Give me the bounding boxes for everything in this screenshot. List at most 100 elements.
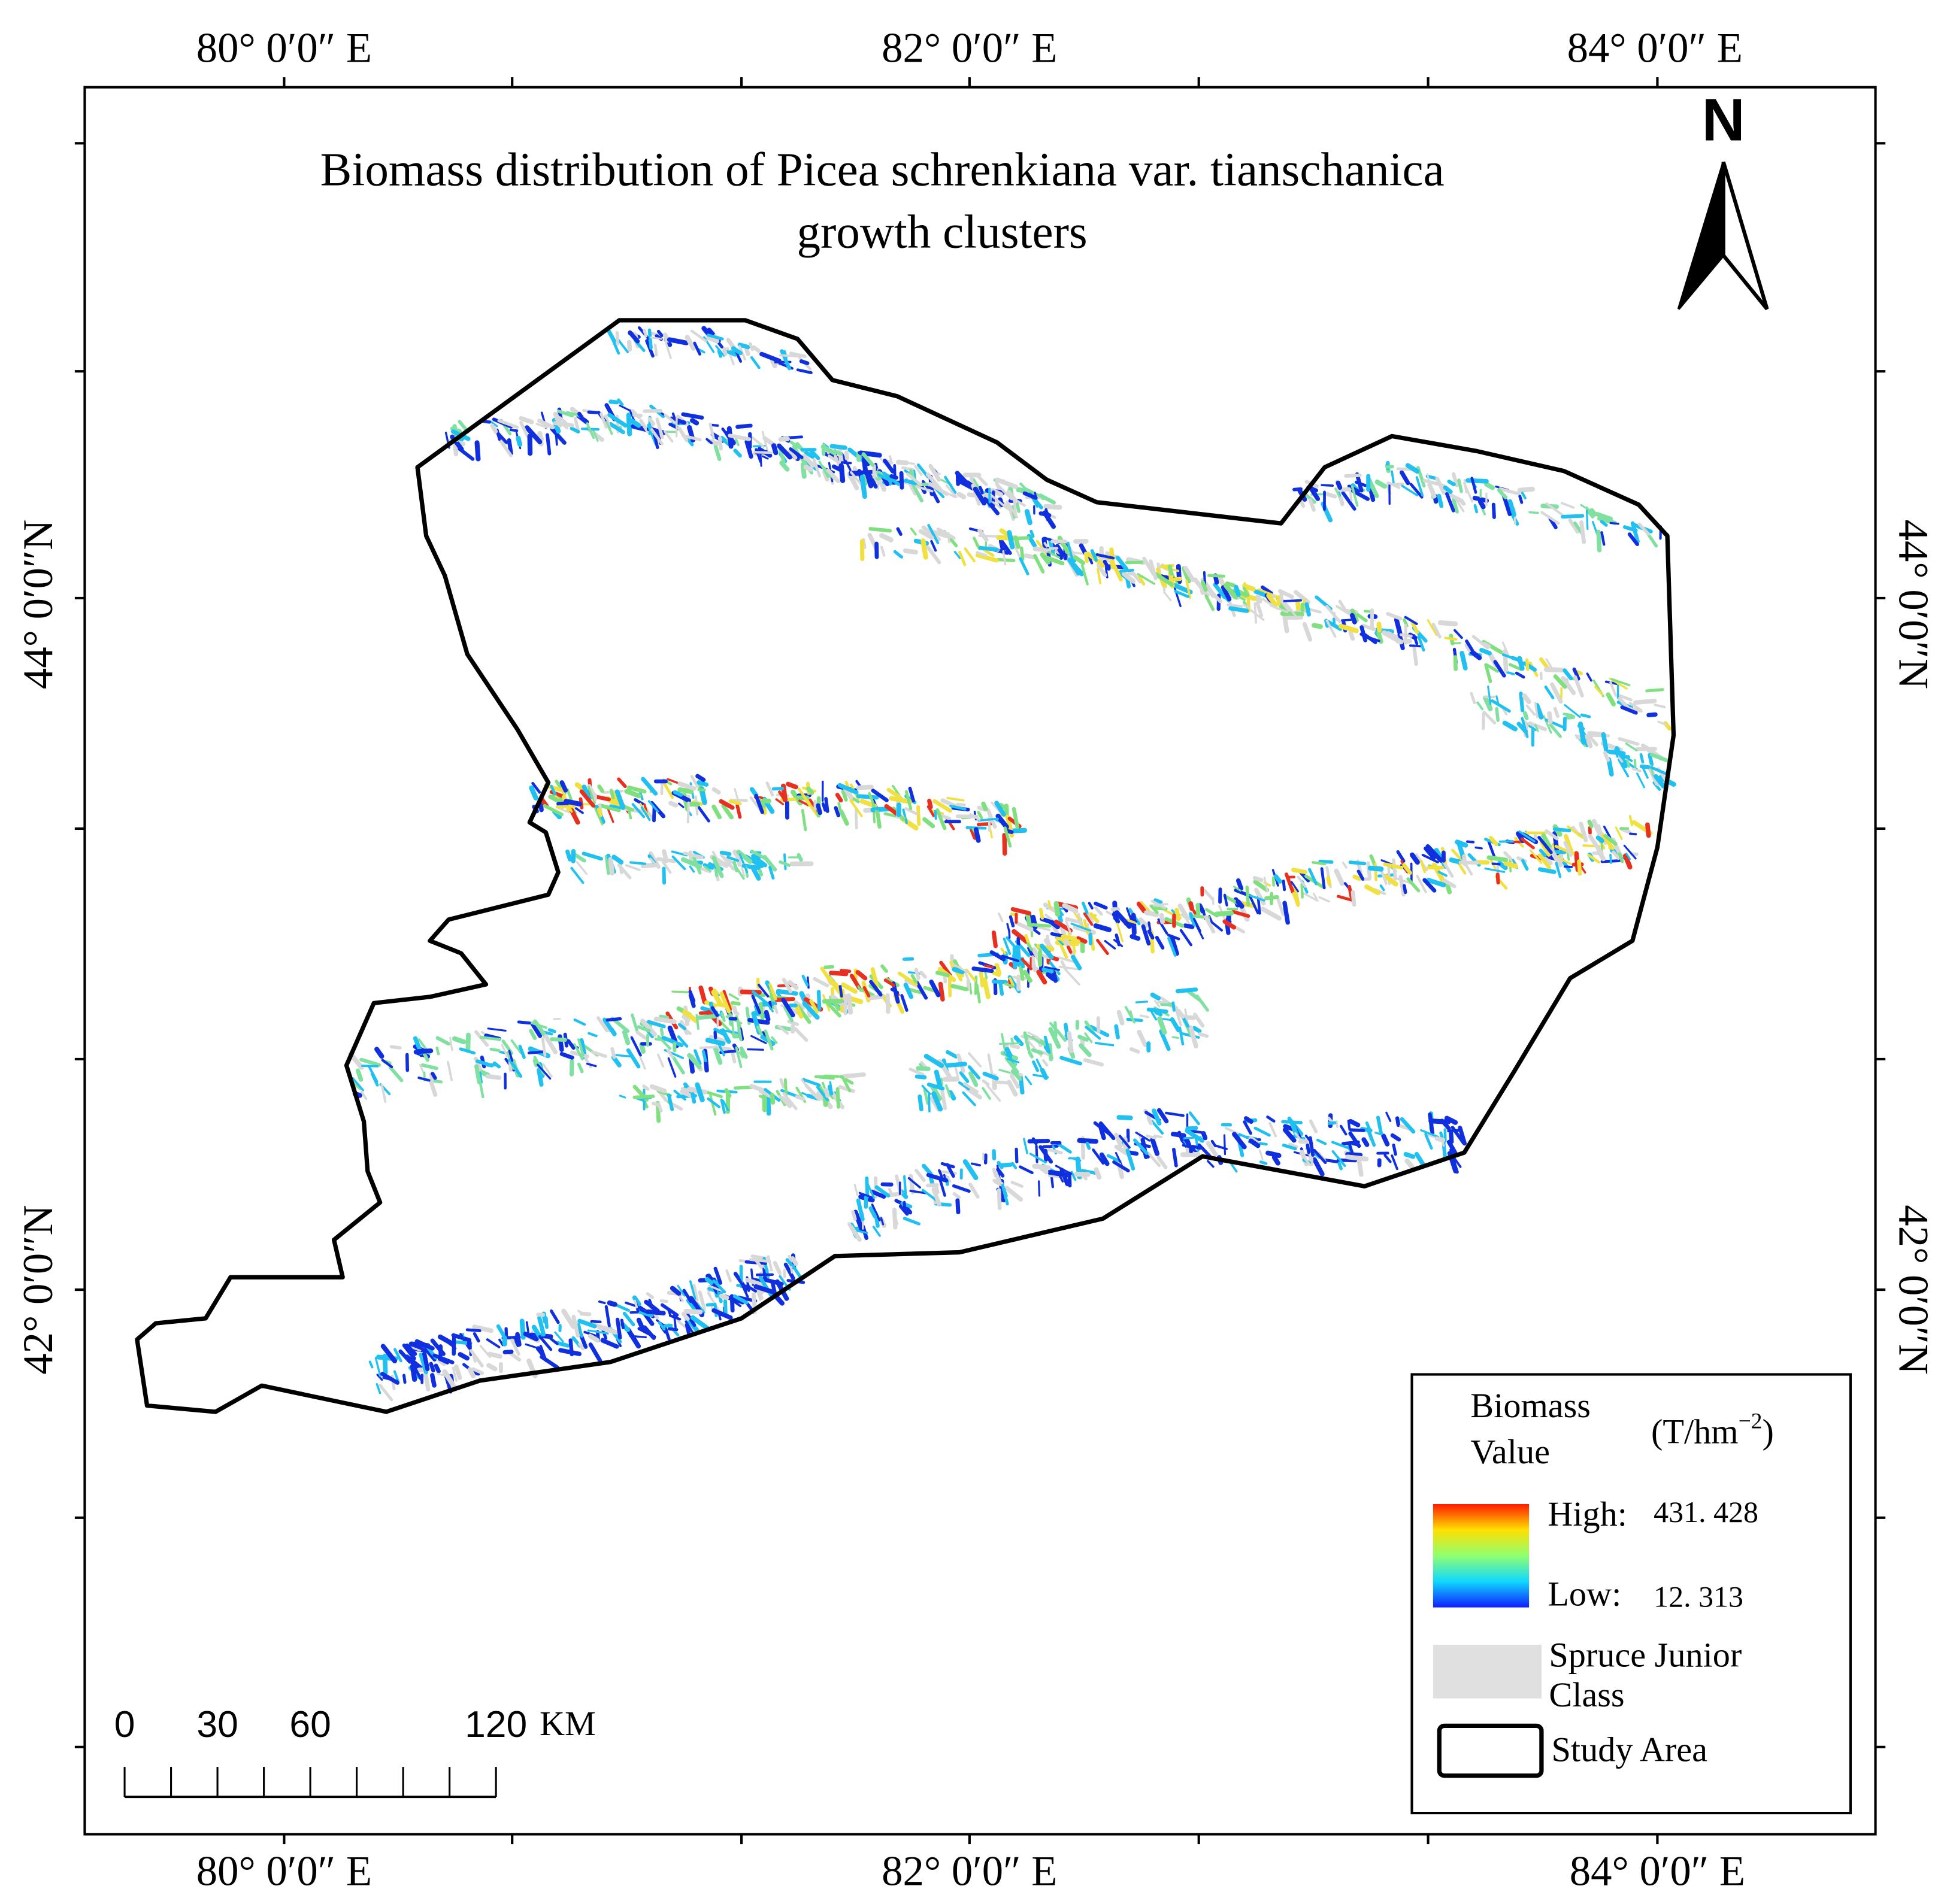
biomass-patch: [813, 977, 829, 987]
biomass-patch: [523, 1332, 539, 1342]
biomass-patch: [893, 550, 903, 559]
biomass-patch: [1046, 972, 1056, 981]
biomass-patch: [711, 804, 722, 820]
biomass-patch: [726, 856, 740, 862]
biomass-patch: [787, 1020, 799, 1026]
biomass-patch: [898, 1204, 909, 1216]
biomass-patch: [998, 981, 1004, 996]
biomass-patch: [380, 1372, 400, 1385]
biomass-patch: [751, 854, 768, 868]
biomass-patch: [1236, 899, 1244, 909]
biomass-patch: [1008, 929, 1011, 939]
biomass-patch: [926, 1172, 949, 1183]
biomass-patch: [1306, 1143, 1311, 1154]
biomass-patch: [871, 789, 889, 802]
biomass-patch: [1031, 955, 1037, 972]
biomass-patch: [640, 1018, 658, 1037]
biomass-patch: [1386, 612, 1403, 621]
biomass-patch: [1606, 692, 1616, 707]
biomass-patch: [732, 1300, 742, 1308]
biomass-patch: [820, 444, 837, 456]
biomass-patch: [779, 860, 791, 867]
biomass-patch: [1038, 908, 1044, 920]
biomass-patch: [587, 410, 598, 414]
biomass-patch: [736, 850, 753, 864]
biomass-patch: [1018, 1165, 1034, 1175]
biomass-patch: [622, 1311, 635, 1327]
biomass-patch: [997, 1188, 1002, 1211]
biomass-patch: [1035, 1059, 1044, 1074]
biomass-patch: [1155, 935, 1165, 950]
biomass-patch: [586, 422, 595, 439]
biomass-patch: [910, 974, 918, 984]
biomass-patch: [1007, 530, 1015, 550]
biomass-patch: [402, 1343, 416, 1360]
biomass-patch: [748, 342, 755, 351]
biomass-patch: [673, 1090, 686, 1101]
biomass-patch: [796, 368, 813, 374]
biomass-patch: [1402, 884, 1407, 895]
biomass-patch: [474, 440, 481, 462]
biomass-patch: [783, 853, 787, 871]
biomass-patch: [1070, 922, 1092, 932]
biomass-patch: [573, 1043, 584, 1060]
biomass-patch: [940, 1089, 947, 1111]
biomass-patch: [1116, 1115, 1133, 1121]
biomass-patch: [1214, 1144, 1228, 1150]
biomass-patch: [1354, 480, 1367, 487]
biomass-patch: [617, 777, 627, 789]
biomass-patch: [1022, 969, 1032, 983]
biomass-patch: [641, 777, 658, 796]
biomass-patch: [904, 790, 913, 811]
biomass-patch: [735, 804, 742, 819]
biomass-patch: [761, 430, 769, 452]
biomass-patch: [376, 1382, 381, 1394]
biomass-patch: [780, 349, 792, 371]
biomass-patch: [998, 912, 1004, 923]
biomass-patch: [1636, 772, 1645, 789]
legend-low-label: Low:: [1548, 1574, 1621, 1613]
biomass-patch: [504, 1327, 508, 1339]
biomass-patch: [677, 1035, 689, 1048]
biomass-patch: [1191, 1145, 1202, 1150]
biomass-patch: [902, 957, 915, 961]
biomass-patch: [1534, 702, 1539, 718]
biomass-patch: [1477, 499, 1486, 510]
biomass-patch: [525, 1321, 530, 1336]
biomass-patch: [1026, 942, 1034, 951]
biomass-patch: [1218, 575, 1225, 586]
biomass-patch: [730, 1050, 737, 1064]
biomass-patch: [1473, 504, 1479, 514]
biomass-patch: [1342, 862, 1348, 869]
biomass-patch: [672, 1056, 685, 1075]
biomass-patch: [1308, 1136, 1315, 1157]
biomass-patch: [1517, 487, 1535, 493]
biomass-patch: [786, 781, 798, 790]
biomass-patch: [778, 1095, 791, 1105]
biomass-patch: [713, 1045, 723, 1065]
biomass-patch: [1323, 1158, 1339, 1163]
biomass-patch: [710, 1006, 719, 1017]
biomass-patch: [839, 809, 849, 826]
biomass-patch: [1043, 1035, 1051, 1054]
biomass-patch: [1422, 878, 1437, 893]
biomass-patch: [535, 423, 548, 429]
biomass-patch: [705, 438, 713, 444]
biomass-patch: [1040, 953, 1051, 960]
biomass-patch: [853, 1184, 859, 1196]
biomass-patch: [1013, 1035, 1024, 1047]
biomass-patch: [1010, 1181, 1024, 1188]
legend-junior: Class: [1549, 1675, 1624, 1714]
biomass-patch: [1041, 1144, 1059, 1148]
biomass-patch: [738, 853, 749, 874]
biomass-patch: [595, 795, 611, 802]
biomass-patch: [1150, 905, 1159, 914]
biomass-patch: [1009, 915, 1015, 927]
biomass-patch: [1455, 839, 1468, 848]
biomass-patch: [1356, 869, 1365, 881]
biomass-patch: [732, 1005, 738, 1015]
biomass-patch: [1162, 1018, 1172, 1021]
biomass-patch: [823, 1087, 830, 1098]
biomass-patch: [724, 1088, 732, 1098]
biomass-patch: [1065, 969, 1080, 986]
